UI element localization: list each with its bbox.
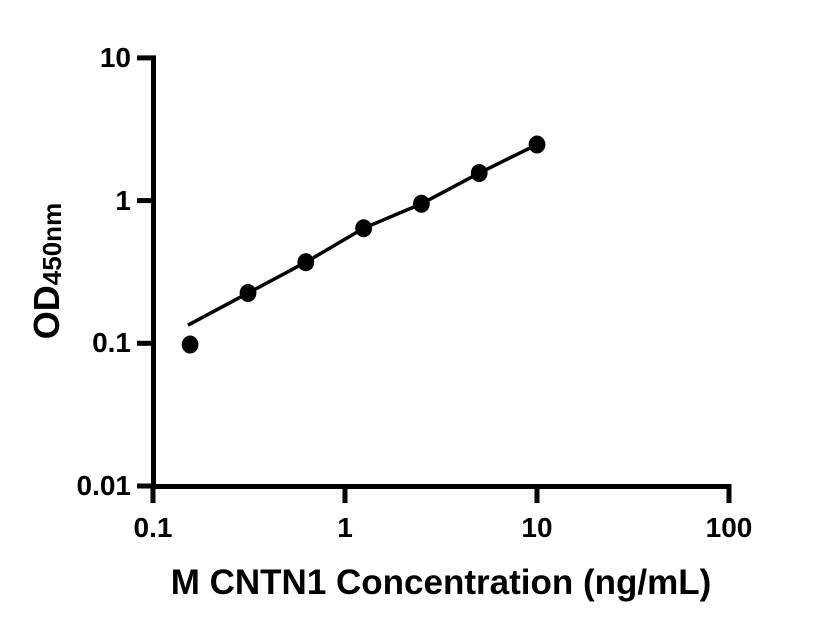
x-tick-label: 100 bbox=[705, 512, 753, 543]
y-axis-title-main: OD bbox=[26, 285, 67, 340]
data-point bbox=[470, 164, 488, 183]
y-tick-label: 0.01 bbox=[76, 470, 132, 501]
x-tick-label: 0.1 bbox=[133, 512, 173, 543]
data-point bbox=[181, 335, 199, 354]
data-point bbox=[413, 194, 430, 213]
y-axis-title: OD450nm bbox=[26, 203, 68, 339]
axis-ticks bbox=[137, 55, 732, 503]
data-point bbox=[297, 253, 315, 272]
y-tick-label: 1 bbox=[115, 184, 131, 216]
y-axis-title-subscript: 450nm bbox=[37, 202, 67, 286]
x-tick-label: 10 bbox=[521, 512, 553, 543]
data-points-group bbox=[181, 135, 546, 354]
data-point bbox=[239, 284, 257, 303]
data-point bbox=[528, 135, 546, 154]
y-tick-label: 0.1 bbox=[92, 327, 131, 359]
x-tick-label: 1 bbox=[337, 512, 353, 543]
y-tick-label: 10 bbox=[99, 41, 131, 73]
x-axis-title: M CNTN1 Concentration (ng/mL) bbox=[170, 563, 712, 602]
data-point bbox=[355, 219, 373, 238]
